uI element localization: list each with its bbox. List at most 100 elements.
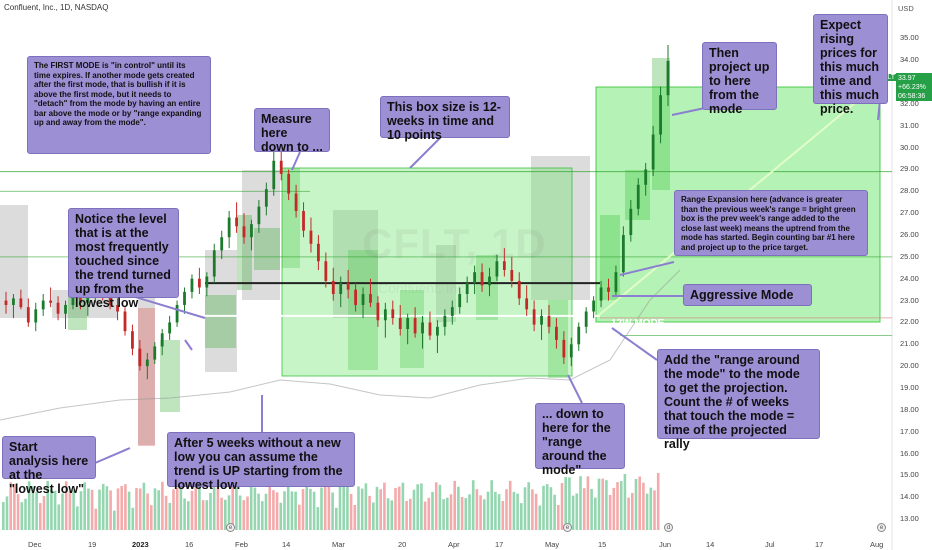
last-price-value: 33.97 <box>898 75 916 82</box>
candle-body <box>26 307 30 323</box>
volume-bar <box>627 497 630 530</box>
candle <box>116 298 119 321</box>
candle <box>525 285 529 316</box>
volume-bar <box>190 490 194 530</box>
note-after-5-weeks[interactable]: After 5 weeks without a new low you can … <box>167 432 355 492</box>
volume-bar <box>209 492 212 530</box>
volume-bar <box>405 501 408 530</box>
price-tick-label: 21.00 <box>900 339 919 349</box>
candle <box>428 311 432 340</box>
candle-body <box>317 243 320 262</box>
volume-bar <box>257 493 260 530</box>
volume-bar <box>187 501 190 530</box>
volume-bar <box>649 487 653 530</box>
volume-bar <box>582 488 586 530</box>
candle <box>131 324 134 356</box>
candle-body <box>12 298 15 305</box>
volume-bar <box>619 481 623 530</box>
candle-body <box>302 211 305 231</box>
volume-bar <box>150 505 153 530</box>
candle <box>287 169 291 201</box>
candle-body <box>555 326 558 340</box>
note-box-size[interactable]: This box size is 12-weeks in time and 10… <box>380 96 510 142</box>
volume-bar <box>590 488 593 530</box>
volume-bar <box>601 478 604 530</box>
volume-bar <box>24 498 27 530</box>
week-range-box <box>282 168 300 268</box>
price-tick-label: 22.00 <box>900 317 919 327</box>
candle-body <box>190 278 194 292</box>
volume-bar <box>401 482 405 530</box>
candle-body <box>525 298 529 310</box>
note-start-analysis[interactable]: Start analysis here at the "lowest low" <box>2 436 96 496</box>
volume-bar <box>105 486 109 530</box>
note-first-mode[interactable]: The FIRST MODE is "in control" until its… <box>27 56 211 154</box>
candle-body <box>547 315 551 327</box>
earnings-icon[interactable]: e <box>877 523 886 532</box>
volume-bar <box>531 489 534 530</box>
volume-bar <box>653 490 656 530</box>
candle <box>547 304 551 334</box>
candle <box>339 276 343 308</box>
candle-body <box>205 276 209 288</box>
candle <box>391 300 395 325</box>
volume-bar <box>483 499 486 530</box>
candle-body <box>562 339 566 358</box>
volume-bar <box>557 505 560 530</box>
candle <box>19 289 23 310</box>
candle-body <box>584 311 588 327</box>
earnings-icon[interactable]: e <box>226 523 235 532</box>
volume-bar <box>98 489 101 530</box>
note-notice-level[interactable]: Notice the level that is at the most fre… <box>68 208 179 310</box>
note-project[interactable]: Then project up to here from the mode <box>702 42 777 116</box>
candle <box>138 339 142 371</box>
note-range-expansion[interactable]: Range Expansion here (advance is greater… <box>674 190 868 256</box>
note-down-to[interactable]: ... down to here for the "range around t… <box>535 403 625 477</box>
note-measure[interactable]: Measure here down to ... <box>254 108 330 154</box>
volume-bar <box>68 491 72 530</box>
note-add-range[interactable]: Add the "range around the mode" to the m… <box>657 349 820 451</box>
earnings-icon[interactable]: e <box>563 523 572 532</box>
candle <box>41 294 45 316</box>
dividend-icon[interactable]: d <box>664 523 673 532</box>
volume-bar <box>471 480 475 530</box>
candle <box>592 296 596 319</box>
candle <box>480 263 484 292</box>
volume-bar <box>353 505 357 530</box>
note-aggressive-mode[interactable]: Aggressive Mode <box>683 284 812 306</box>
candle-body <box>443 315 447 327</box>
moving-average-line <box>0 269 681 421</box>
candle <box>584 307 588 334</box>
volume-bar <box>427 497 431 530</box>
volume-bar <box>175 487 179 530</box>
candle <box>257 200 261 233</box>
volume-bar <box>460 496 464 530</box>
candle-body <box>465 283 469 295</box>
volume-bar <box>564 477 567 530</box>
volume-bar <box>275 492 279 530</box>
volume-bar <box>453 480 456 530</box>
candle-body <box>220 237 224 251</box>
candle-body <box>391 309 395 319</box>
currency-label: USD <box>898 4 914 13</box>
week-range-box <box>237 215 252 290</box>
volume-bar <box>157 490 160 530</box>
week-range-box <box>160 340 180 412</box>
volume-bar <box>335 507 338 530</box>
price-tick-label: 19.00 <box>900 382 919 392</box>
candle <box>49 287 53 308</box>
candle <box>629 200 633 242</box>
price-tick-label: 27.00 <box>900 208 919 218</box>
note-expect[interactable]: Expect rising prices for this much time … <box>813 14 888 116</box>
price-tick-label: 35.00 <box>900 33 919 43</box>
volume-bar <box>475 489 479 530</box>
candle <box>473 265 477 295</box>
volume-bar <box>286 480 290 530</box>
candle-body <box>480 272 484 286</box>
volume-bar <box>61 493 64 530</box>
candle <box>383 302 387 338</box>
volume-bar <box>39 503 42 530</box>
time-tick-label: 20 <box>398 540 407 549</box>
candle <box>644 162 648 196</box>
volume-bar <box>164 495 168 530</box>
